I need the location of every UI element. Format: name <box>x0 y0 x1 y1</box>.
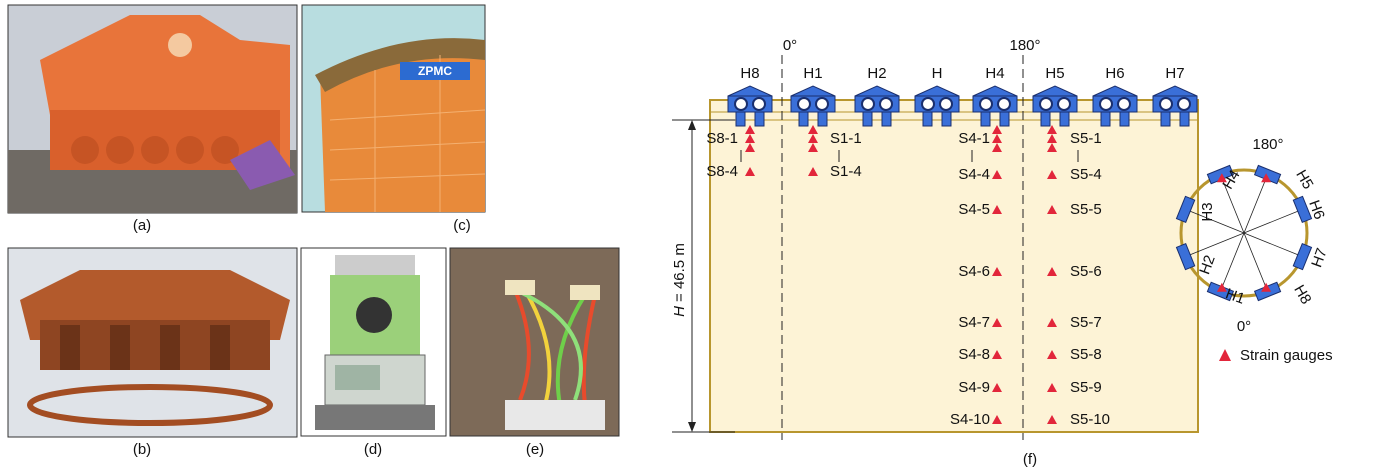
figure: (a) ZPMC (c) (b) (d) <box>0 0 1374 467</box>
hammer-wheel <box>816 98 828 110</box>
hammer-clamp <box>882 112 891 126</box>
gauge-label: S4-4 <box>958 166 990 183</box>
hammer-wheel <box>940 98 952 110</box>
angle-label: 180° <box>1009 37 1040 54</box>
hammer-clamp <box>1180 112 1189 126</box>
photo-e <box>450 248 619 436</box>
height-label: H = 46.5 m <box>671 243 688 317</box>
gauge-label: S4-6 <box>958 263 990 280</box>
legend-marker <box>1219 349 1231 361</box>
ring-label: H7 <box>1308 246 1331 270</box>
hammer-label: H4 <box>985 65 1004 82</box>
hammer-clamp <box>736 112 745 126</box>
ring-angle: 180° <box>1252 136 1283 153</box>
panel-label: (d) <box>364 441 382 458</box>
gauge-label: S4-7 <box>958 314 990 331</box>
height-symbol: H <box>671 306 688 317</box>
photo-logo: ZPMC <box>418 64 452 78</box>
hammer-wheel <box>1160 98 1172 110</box>
hammer-clamp <box>1120 112 1129 126</box>
hammer-wheel <box>1178 98 1190 110</box>
hammer-roof <box>973 86 1017 96</box>
hammer-wheel <box>922 98 934 110</box>
gauge-label: S1-4 <box>830 163 862 180</box>
hammer-roof <box>791 86 835 96</box>
gauge-label: S5-7 <box>1070 314 1102 331</box>
hammer-wheel <box>753 98 765 110</box>
page: (a) ZPMC (c) (b) (d) <box>0 0 1374 467</box>
hammer-clamp <box>818 112 827 126</box>
ring-label: H3 <box>1199 202 1216 221</box>
hammer-wheel <box>880 98 892 110</box>
hammer-roof <box>728 86 772 96</box>
gauge-label: S5-9 <box>1070 379 1102 396</box>
gauge-label: S5-8 <box>1070 346 1102 363</box>
hammer-roof <box>1153 86 1197 96</box>
hammer-label: H2 <box>867 65 886 82</box>
legend-label: Strain gauges <box>1240 347 1333 364</box>
gauge-label: S4-9 <box>958 379 990 396</box>
hammer-roof <box>1033 86 1077 96</box>
hammer-clamp <box>755 112 764 126</box>
gauge-label: S4-5 <box>958 201 990 218</box>
hammer-wheel <box>1100 98 1112 110</box>
hammer-roof <box>1093 86 1137 96</box>
gauge-label: S1-1 <box>830 130 862 147</box>
panel-label: (a) <box>133 217 151 234</box>
hammer-wheel <box>980 98 992 110</box>
pile-body <box>710 100 1198 432</box>
gauge-label: S4-1 <box>958 130 990 147</box>
gauge-label: S5-10 <box>1070 411 1110 428</box>
hammer-clamp <box>799 112 808 126</box>
hammer-clamp <box>981 112 990 126</box>
hammer-clamp <box>1000 112 1009 126</box>
photo-a <box>8 5 297 213</box>
hammer-label: H6 <box>1105 65 1124 82</box>
angle-label: 0° <box>783 37 797 54</box>
hammer-clamp <box>1041 112 1050 126</box>
hammer-roof <box>855 86 899 96</box>
hammer-clamp <box>1060 112 1069 126</box>
hammer-clamp <box>863 112 872 126</box>
hammer-wheel <box>1040 98 1052 110</box>
gauge-label: S5-5 <box>1070 201 1102 218</box>
ring-label: H8 <box>1290 282 1314 307</box>
hammer-wheel <box>1118 98 1130 110</box>
hammer-wheel <box>1058 98 1070 110</box>
gauge-label: S8-1 <box>706 130 738 147</box>
hammer-clamp <box>942 112 951 126</box>
ring-hammer <box>1293 244 1311 270</box>
panel-label: (c) <box>453 217 471 234</box>
hammer-clamp <box>1101 112 1110 126</box>
ring-label: H2 <box>1196 253 1219 277</box>
hammer-roof <box>915 86 959 96</box>
hammer-wheel <box>862 98 874 110</box>
gauge-label: S4-10 <box>950 411 990 428</box>
photo-b <box>8 248 297 437</box>
gauge-label: S4-8 <box>958 346 990 363</box>
height-value: = 46.5 m <box>671 243 688 302</box>
hammer-clamp <box>1161 112 1170 126</box>
hammer-wheel <box>798 98 810 110</box>
hammer-label: H <box>932 65 943 82</box>
hammer-label: H8 <box>740 65 759 82</box>
hammer-label: H1 <box>803 65 822 82</box>
gauge-label: S5-6 <box>1070 263 1102 280</box>
photo-c: ZPMC <box>302 5 485 212</box>
gauge-label: S5-1 <box>1070 130 1102 147</box>
hammer-wheel <box>998 98 1010 110</box>
panel-label: (e) <box>526 441 544 458</box>
hammer-label: H5 <box>1045 65 1064 82</box>
hammer-wheel <box>735 98 747 110</box>
ring-angle: 0° <box>1237 318 1251 335</box>
gauge-label: S8-4 <box>706 163 738 180</box>
ring-label: H1 <box>1223 285 1247 308</box>
ring-label: H5 <box>1292 167 1316 192</box>
photo-d <box>301 248 446 436</box>
panel-label: (f) <box>1023 451 1037 467</box>
hammer-clamp <box>923 112 932 126</box>
hammer-label: H7 <box>1165 65 1184 82</box>
gauge-label: S5-4 <box>1070 166 1102 183</box>
panel-label: (b) <box>133 441 151 458</box>
